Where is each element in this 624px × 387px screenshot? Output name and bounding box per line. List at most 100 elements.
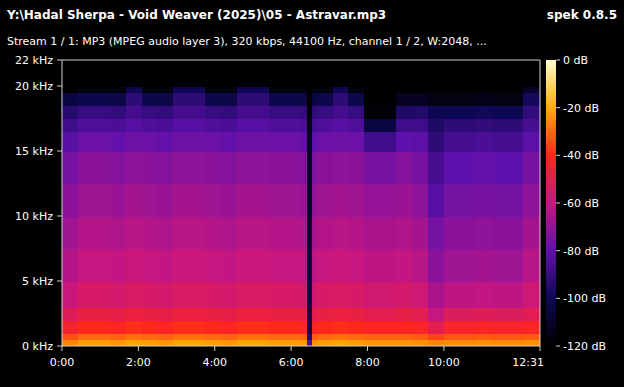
cell [285,119,301,133]
cell [508,307,524,321]
cell [312,249,317,282]
cell [173,340,189,347]
cell [333,151,349,184]
cell [460,184,476,217]
cell [444,60,460,87]
cell [412,320,428,334]
y-axis-line [62,60,63,346]
cell [428,151,444,184]
cell [189,132,205,152]
cell [523,320,540,334]
cell [157,333,173,340]
cell [253,93,269,107]
cell [237,151,253,184]
cell [126,333,142,340]
cell [348,249,364,282]
cell [492,184,508,217]
cell [205,340,221,347]
cell [205,320,221,334]
cell [460,119,476,133]
cell [62,86,78,93]
cell [157,184,173,217]
cell [460,86,476,93]
cell [253,132,269,152]
cell [157,281,173,308]
cell [205,333,221,340]
cell [221,60,237,87]
cell [173,132,189,152]
cell [126,132,142,152]
cell [110,340,126,347]
cell [348,320,364,334]
cell [364,86,380,93]
colorbar-tick [556,346,560,347]
cell [444,184,460,217]
cell [412,281,428,308]
cell [476,132,492,152]
cell [237,119,253,133]
cell [237,86,253,93]
cell [380,249,396,282]
cell [412,151,428,184]
cell [307,340,313,347]
cell [110,86,126,93]
cell [78,216,94,249]
cell [492,60,508,87]
cell [94,307,110,321]
cell [221,119,237,133]
cell [78,281,94,308]
cell [285,86,301,93]
cell [460,281,476,308]
cell [173,151,189,184]
cell [523,281,540,308]
cell [62,132,78,152]
cell [205,307,221,321]
cells [62,60,540,346]
cell [333,216,349,249]
cell [508,281,524,308]
cell [142,216,158,249]
cell [301,60,308,87]
cell [94,281,110,308]
cell [237,340,253,347]
cell [237,132,253,152]
cell [94,132,110,152]
cell [396,249,412,282]
cell [333,340,349,347]
cell [237,106,253,120]
cell [396,119,412,133]
cell [412,249,428,282]
chart: Y:\Hadal Sherpa - Void Weaver (2025)\05 … [0,0,624,387]
cell [142,60,158,87]
cell [173,93,189,107]
cell [221,307,237,321]
cell [428,320,444,334]
cell [142,132,158,152]
cell [444,106,460,120]
colorbar-tick-label: -80 dB [563,245,599,258]
colorbar-tick [556,298,560,299]
cell [333,333,349,340]
cell [78,184,94,217]
cell [269,184,285,217]
cell [189,216,205,249]
colorbar-tick-label: -120 dB [563,340,606,353]
cell [269,340,285,347]
cell [396,184,412,217]
cell [492,340,508,347]
cell [428,307,444,321]
cell [476,320,492,334]
cell [78,151,94,184]
cell [348,93,364,107]
cell [333,86,349,93]
cell [157,60,173,87]
cell [412,119,428,133]
cell [301,93,308,107]
cell [94,249,110,282]
cell [94,93,110,107]
cell [285,132,301,152]
cell [444,119,460,133]
cell [508,93,524,107]
x-tick-label: 12:31 [512,356,544,369]
cell [307,60,313,87]
